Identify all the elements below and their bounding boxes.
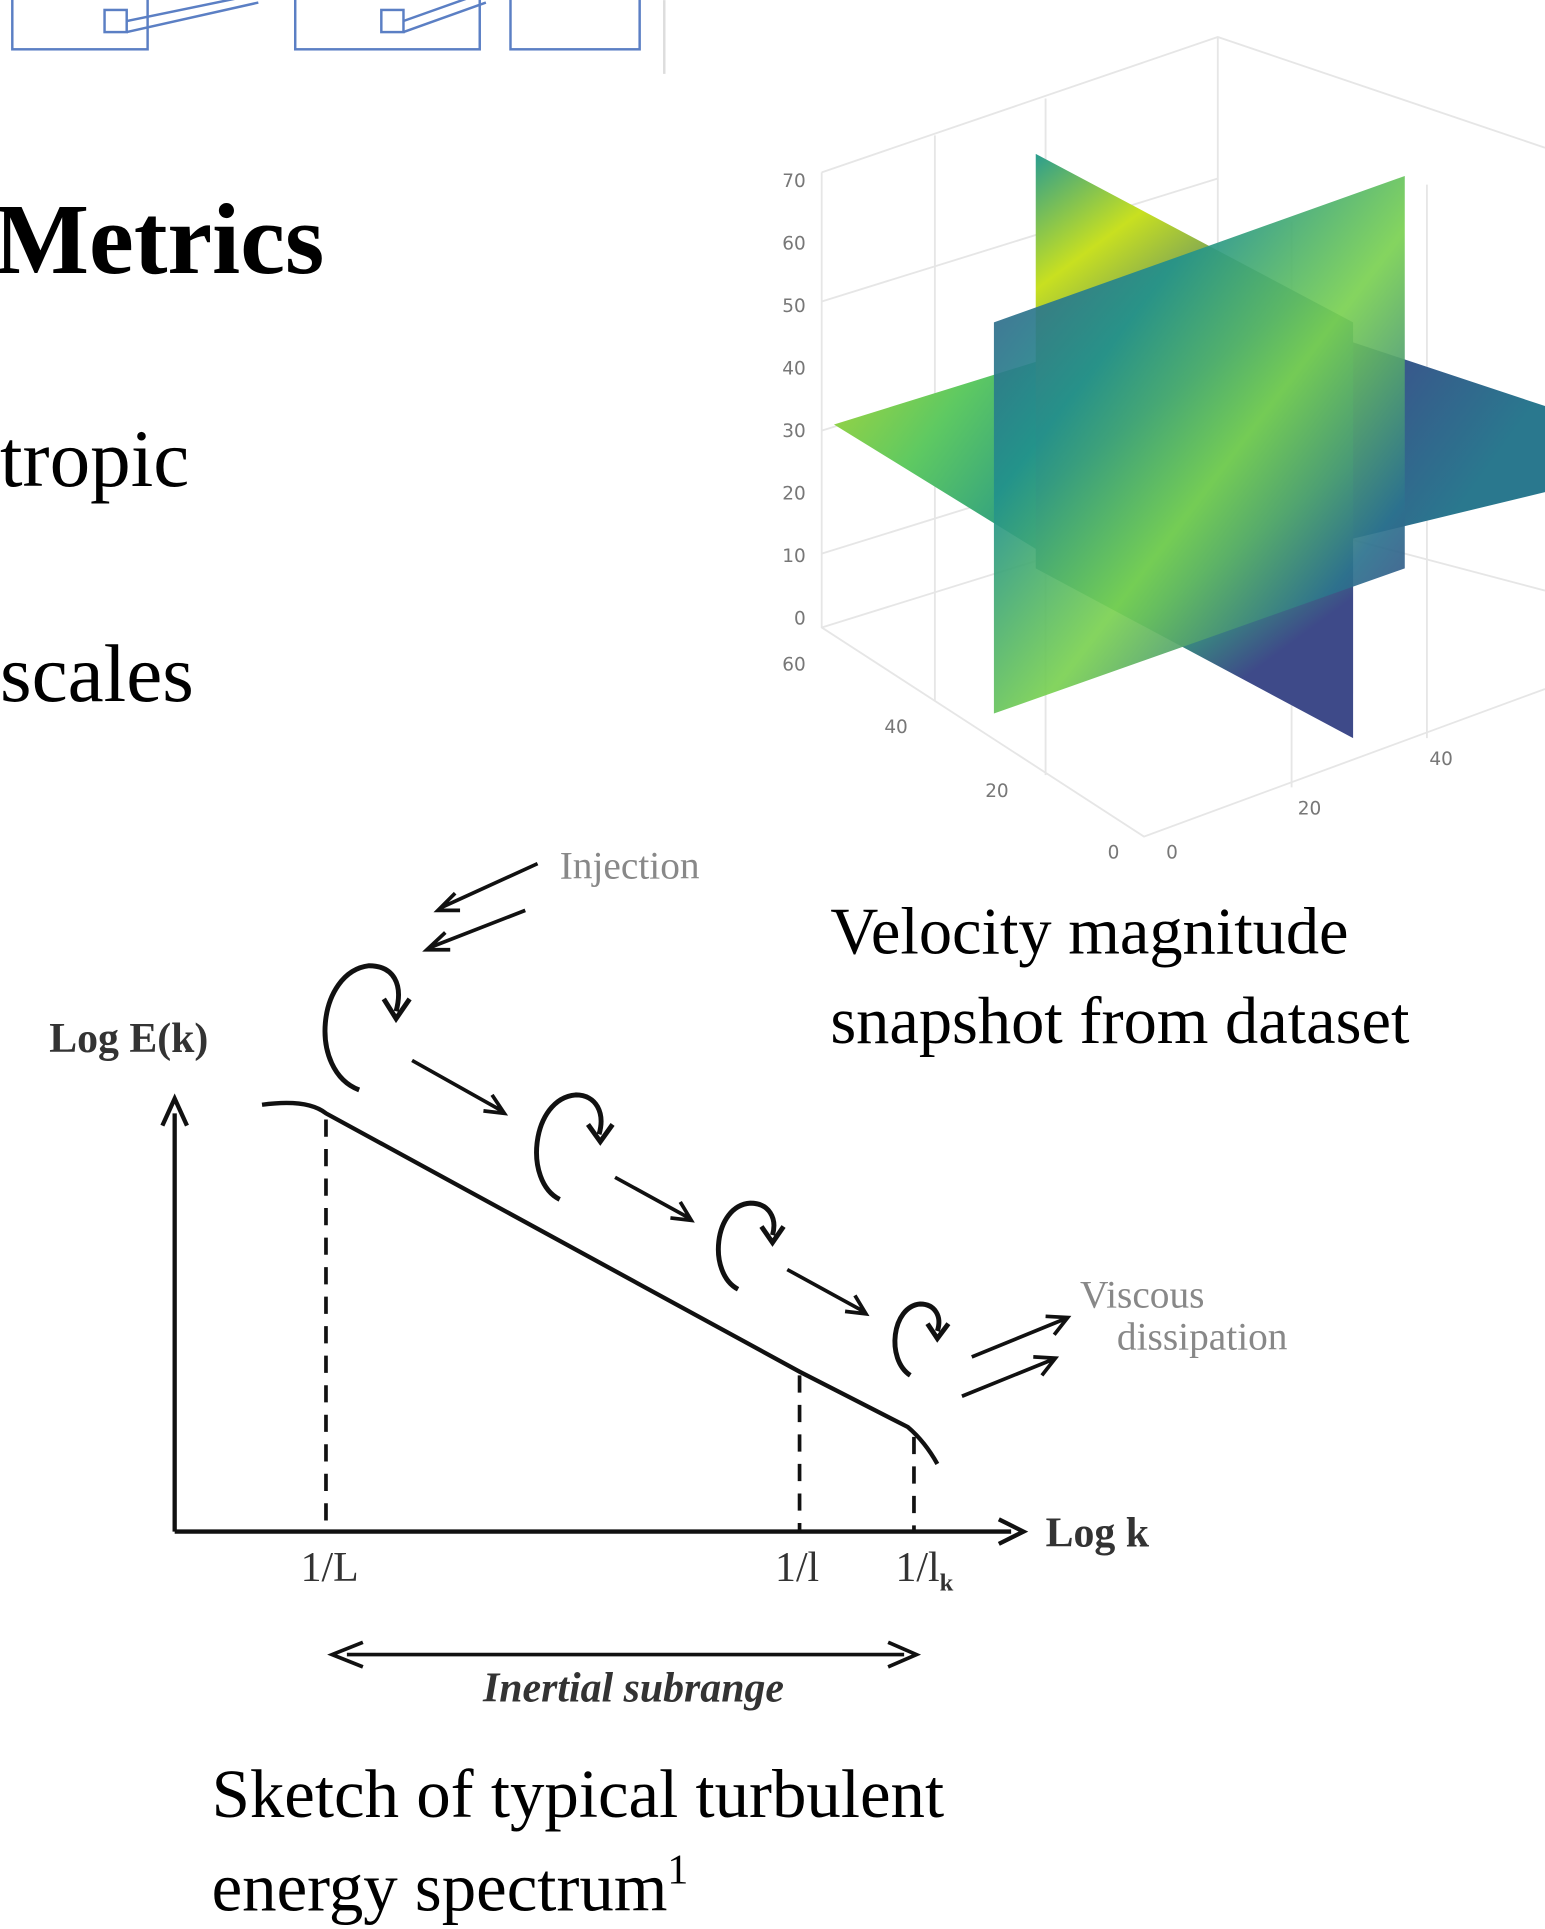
tick-label: 70 xyxy=(782,171,805,192)
cascade-arrows xyxy=(411,861,1072,1398)
y-axis-label: Log E(k) xyxy=(49,1016,208,1062)
y-axis xyxy=(160,1093,189,1532)
tick-subscript: k xyxy=(940,1570,954,1597)
caption: Sketch of typical turbulent xyxy=(212,1756,945,1832)
x-axis xyxy=(174,1517,1029,1546)
range-label: Inertial subrange xyxy=(482,1665,784,1711)
spectrum-sketch xyxy=(160,861,1072,1669)
tick-label: 20 xyxy=(1298,798,1321,819)
bullet: tropic xyxy=(0,414,189,504)
tick-label: 0 xyxy=(1108,843,1120,864)
top-figure-fragment xyxy=(11,0,666,74)
tick-label: 60 xyxy=(782,234,805,255)
tick-label: 40 xyxy=(884,717,907,738)
x-axis-label: Log k xyxy=(1046,1510,1150,1556)
tick-label: 1/L xyxy=(301,1545,359,1591)
tick-label: 0 xyxy=(794,609,806,630)
dissipation-label: Viscous xyxy=(1080,1273,1204,1317)
bullet: scales xyxy=(0,629,194,719)
range-arrow xyxy=(327,1640,922,1669)
caption: Velocity magnitude xyxy=(830,895,1348,968)
tick-label: 30 xyxy=(782,421,805,442)
tick-label: 40 xyxy=(782,359,805,380)
dissipation-label: dissipation xyxy=(1117,1315,1288,1359)
footnote-mark: 1 xyxy=(667,1847,688,1893)
tick-label: 50 xyxy=(782,296,805,317)
tick-label: 10 xyxy=(782,546,805,567)
slide-title: Metrics xyxy=(0,183,324,295)
tick-label: 20 xyxy=(782,484,805,505)
tick-label: 0 xyxy=(1166,843,1178,864)
tick-label: 20 xyxy=(985,781,1008,802)
tick-label: 1/l xyxy=(896,1545,940,1591)
tick-label: 1/l xyxy=(775,1545,819,1591)
caption: energy spectrum xyxy=(212,1849,668,1925)
slice xyxy=(993,176,1405,714)
spectrum-curve xyxy=(261,1100,940,1465)
volume-plot: 70 60 50 40 30 20 10 0 60 40 20 0 0 20 40 xyxy=(782,36,1545,864)
tick-label: 60 xyxy=(782,655,805,676)
dashed-line xyxy=(324,1119,916,1532)
caption: energy spectrum1 xyxy=(212,1847,689,1925)
caption: snapshot from dataset xyxy=(830,985,1410,1058)
tick-label: 1/lk xyxy=(896,1545,954,1597)
eddies xyxy=(322,963,951,1378)
tick-label: 40 xyxy=(1429,749,1452,770)
injection-label: Injection xyxy=(560,843,700,887)
